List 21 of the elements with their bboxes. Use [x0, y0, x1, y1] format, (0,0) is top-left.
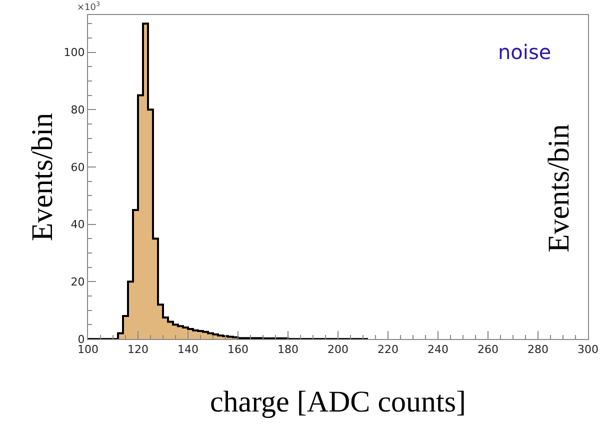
x-tick-label: 160 — [228, 343, 248, 356]
y-axis-title: Events/bin — [26, 112, 59, 242]
x-tick-label: 200 — [328, 343, 348, 356]
y-tick-label: 0 — [78, 332, 85, 346]
text: ×10$^{3}$ — [77, 1, 100, 13]
y-tick-label: 20 — [70, 276, 85, 288]
x-tick-label: 280 — [528, 343, 548, 356]
x-tick-label: 140 — [178, 343, 198, 356]
x-tick-label: 260 — [478, 343, 498, 356]
y-tick-label: 100 — [64, 46, 85, 60]
y-tick-label: 40 — [70, 218, 85, 232]
x-tick-label: 120 — [128, 343, 148, 356]
x-tick-label: 180 — [278, 343, 298, 356]
annotation: Events/bin — [542, 124, 576, 252]
x-tick-label: 220 — [378, 343, 398, 356]
annotation: noise — [498, 40, 552, 64]
x-tick-label: 240 — [428, 343, 448, 356]
x-tick-label: 300 — [578, 343, 598, 356]
y-tick-label: 80 — [70, 103, 85, 116]
y-tick-label: 60 — [70, 160, 85, 174]
x-axis-title: charge [ADC counts] — [210, 386, 466, 419]
